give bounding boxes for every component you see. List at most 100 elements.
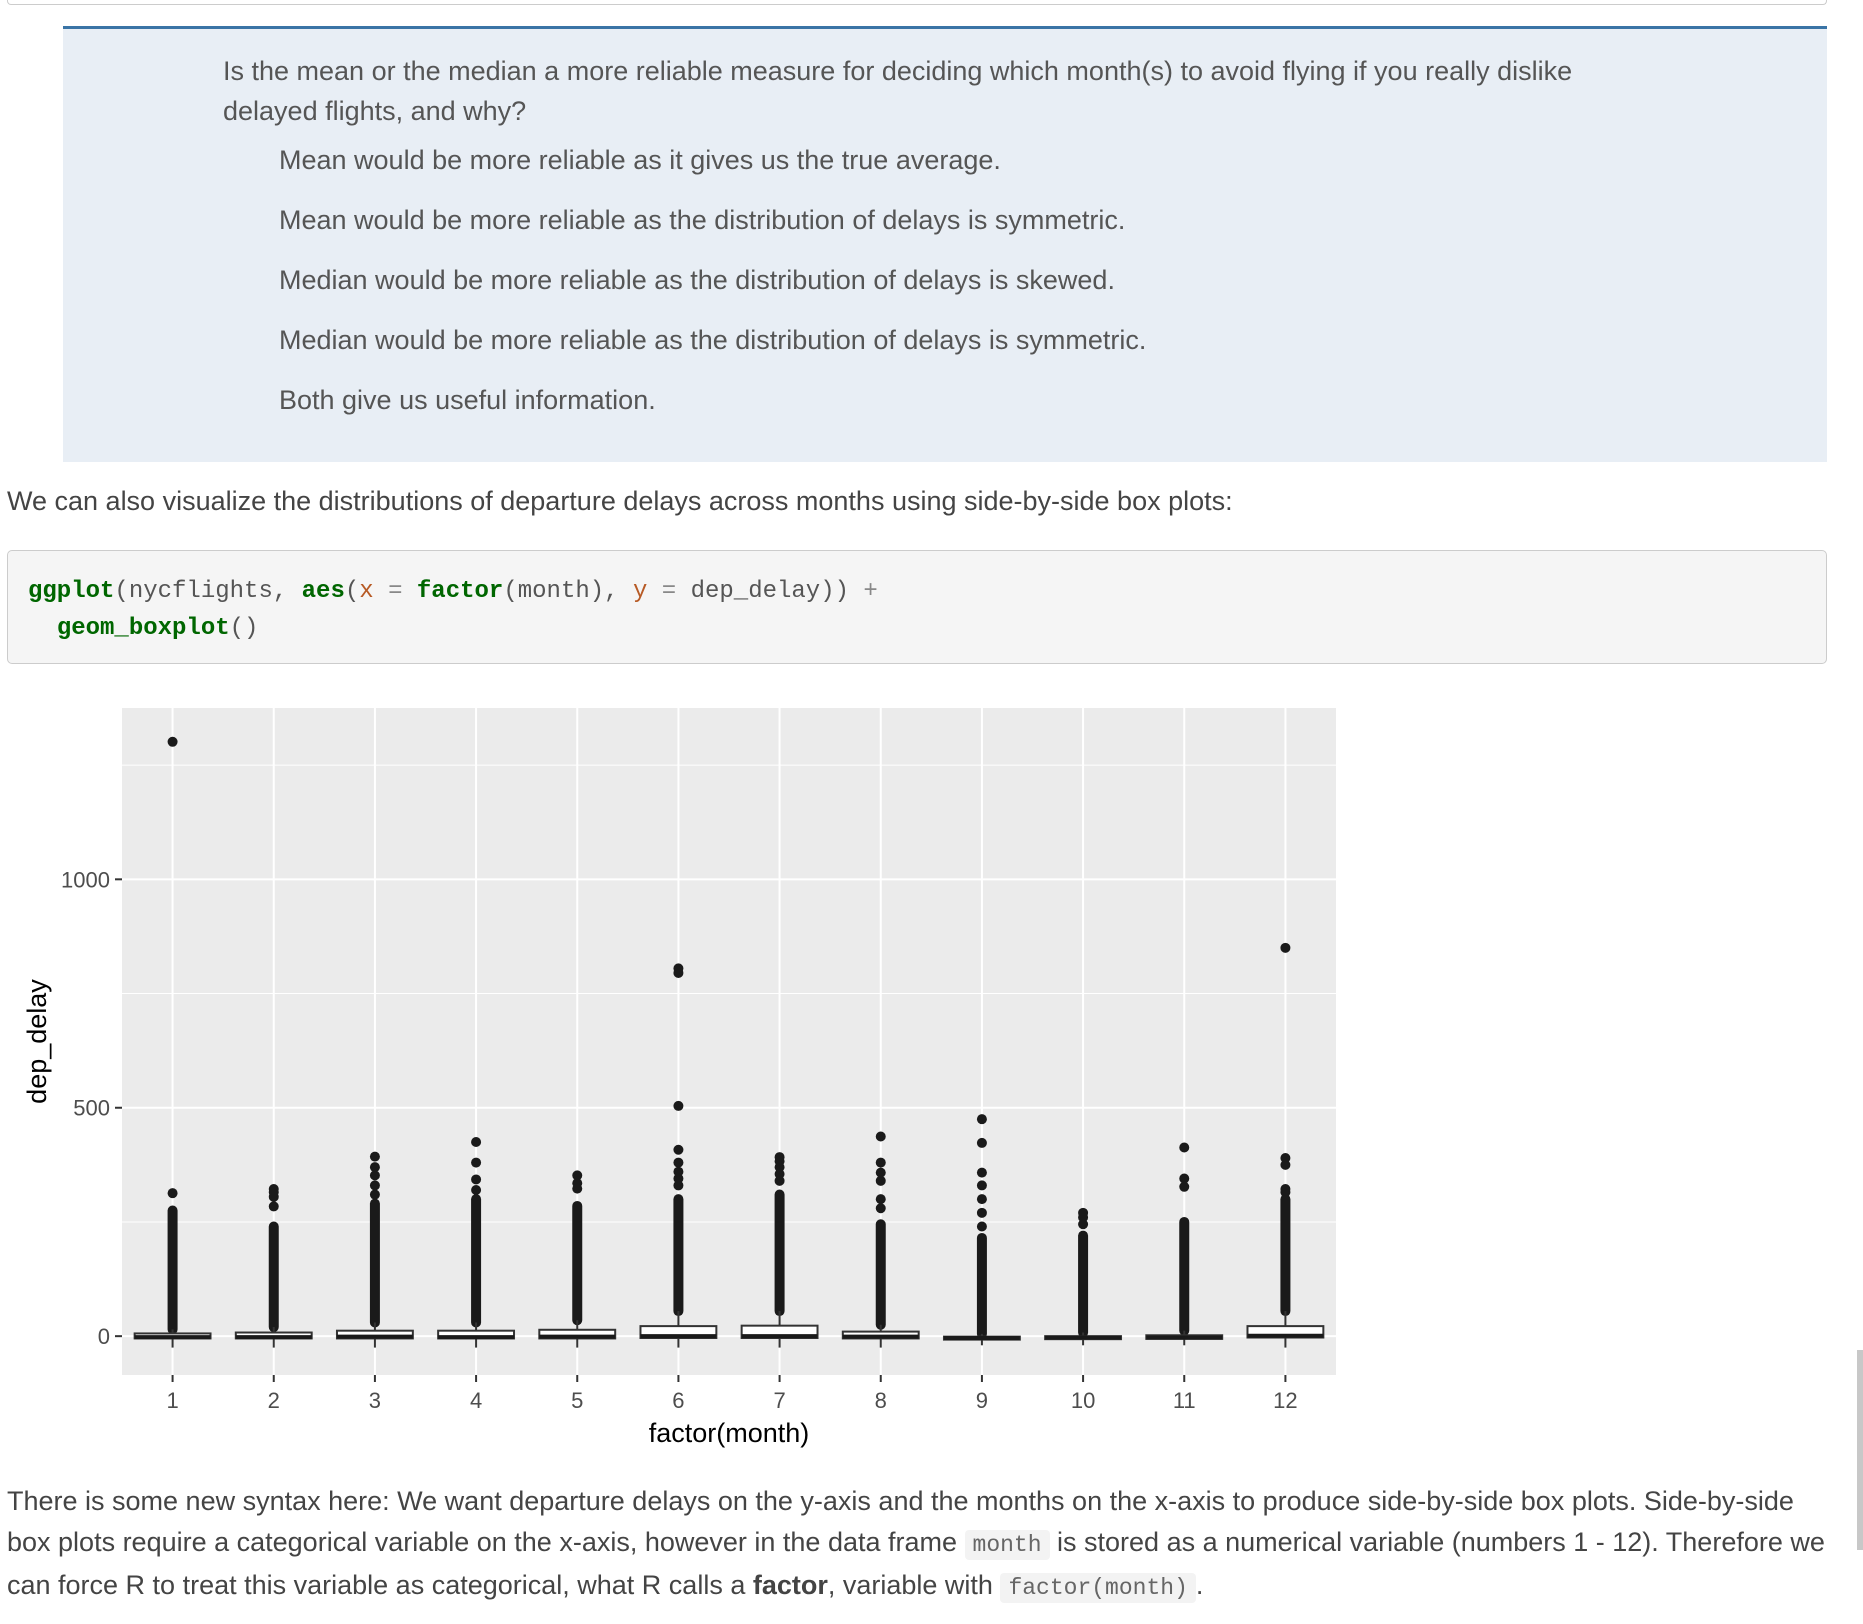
code-argument: x [359,578,374,605]
outlier-point [268,1184,279,1195]
outlier-point [1280,1159,1291,1170]
outlier-point [774,1168,785,1179]
explanation-text: There is some new syntax here: We want d… [7,1486,1794,1557]
quiz-answer-option[interactable]: Both give us useful information. [279,385,656,415]
outlier-point [471,1157,482,1168]
box-4 [437,1137,516,1348]
explanation-paragraph: There is some new syntax here: We want d… [7,1481,1827,1609]
code-function: aes [301,578,345,605]
outlier-point [369,1189,380,1200]
plot-boxes [133,736,1325,1348]
outlier-point [167,736,178,747]
inline-code-factor-month: factor(month) [1000,1573,1196,1603]
outlier-point [774,1175,785,1186]
outlier-point [875,1194,886,1205]
code-block[interactable]: ggplot(nycflights, aes(x = factor(month)… [7,550,1827,664]
box-10 [1044,1207,1123,1346]
outlier-point [774,1152,785,1163]
x-tick-label: 7 [773,1388,785,1413]
outlier-point [875,1203,886,1214]
code-function: geom_boxplot [56,615,230,642]
explanation-text: is stored as a numerical variable (numbe… [7,1526,1825,1601]
x-tick-label: 8 [875,1388,887,1413]
x-tick-label: 10 [1071,1388,1095,1413]
outlier-point [673,1144,684,1155]
code-text: (month), [503,578,633,605]
outlier-point [673,963,684,974]
quiz-answer-option[interactable]: Mean would be more reliable as the distr… [279,205,1126,235]
outlier-point [1280,942,1291,953]
outlier-point [976,1221,987,1232]
quiz-question: Is the mean or the median a more reliabl… [223,56,1573,126]
outlier-point [1179,1142,1190,1153]
outlier-point [673,1100,684,1111]
outlier-point [976,1194,987,1205]
previous-block-border [7,0,1827,5]
explanation-text: , variable with [827,1570,1001,1600]
outlier-point [369,1162,380,1173]
outlier-point [369,1170,380,1181]
outlier-point [471,1137,482,1148]
outlier-point [572,1178,583,1189]
outlier-point [673,1166,684,1177]
y-tick-label: 0 [98,1324,110,1349]
code-operator: = [647,578,691,605]
outlier-point [976,1207,987,1218]
code-text: ( [344,578,360,605]
box-7 [740,1152,819,1348]
box-1 [133,736,212,1348]
box-5 [538,1170,617,1348]
outlier-point [167,1188,178,1199]
quiz-answer-option[interactable]: Median would be more reliable as the dis… [279,265,1115,295]
x-tick-label: 12 [1273,1388,1297,1413]
code-operator: + [863,578,878,605]
outlier-point [875,1131,886,1142]
outlier-point [1078,1207,1089,1218]
quiz-answer-list: Mean would be more reliable as it gives … [279,140,1146,440]
x-tick-label: 1 [166,1388,178,1413]
outlier-point [1179,1173,1190,1184]
outlier-point [471,1174,482,1185]
x-tick-label: 5 [571,1388,583,1413]
intro-paragraph: We can also visualize the distributions … [7,486,1233,516]
y-tick-label: 500 [73,1096,110,1121]
explanation-text: . [1195,1570,1204,1600]
quiz-panel: Is the mean or the median a more reliabl… [63,26,1827,462]
box-2 [234,1184,313,1348]
outlier-point [1280,1184,1291,1195]
x-tick-label: 6 [672,1388,684,1413]
scrollbar[interactable] [1857,1350,1863,1550]
x-tick-label: 11 [1173,1388,1196,1413]
outlier-point [875,1157,886,1168]
code-text: (nycflights, [114,578,302,605]
plot-panel [122,708,1336,1375]
box-8 [841,1131,920,1348]
quiz-answer-option[interactable]: Mean would be more reliable as it gives … [279,145,1001,175]
box-9 [942,1114,1021,1346]
outlier-point [875,1175,886,1186]
code-argument: y [632,578,648,605]
x-tick-label: 3 [369,1388,381,1413]
outlier-point [976,1114,987,1125]
outlier-point [673,1157,684,1168]
box-6 [639,963,718,1348]
outlier-point [369,1180,380,1191]
outlier-point [572,1170,583,1181]
x-tick-label: 2 [268,1388,280,1413]
box-11 [1145,1142,1224,1346]
outlier-point [976,1137,987,1148]
outlier-point [673,1180,684,1191]
outlier-point [369,1151,380,1162]
outlier-point [1280,1152,1291,1163]
inline-code-month: month [964,1529,1050,1560]
code-text: dep_delay)) [690,578,864,605]
quiz-answer-option[interactable]: Median would be more reliable as the dis… [279,325,1147,355]
outlier-point [268,1201,279,1212]
outlier-point [471,1184,482,1195]
x-tick-label: 4 [470,1388,482,1413]
explanation-bold-term: factor [752,1570,828,1600]
box-3 [335,1151,414,1348]
x-axis-label: factor(month) [649,1418,810,1448]
